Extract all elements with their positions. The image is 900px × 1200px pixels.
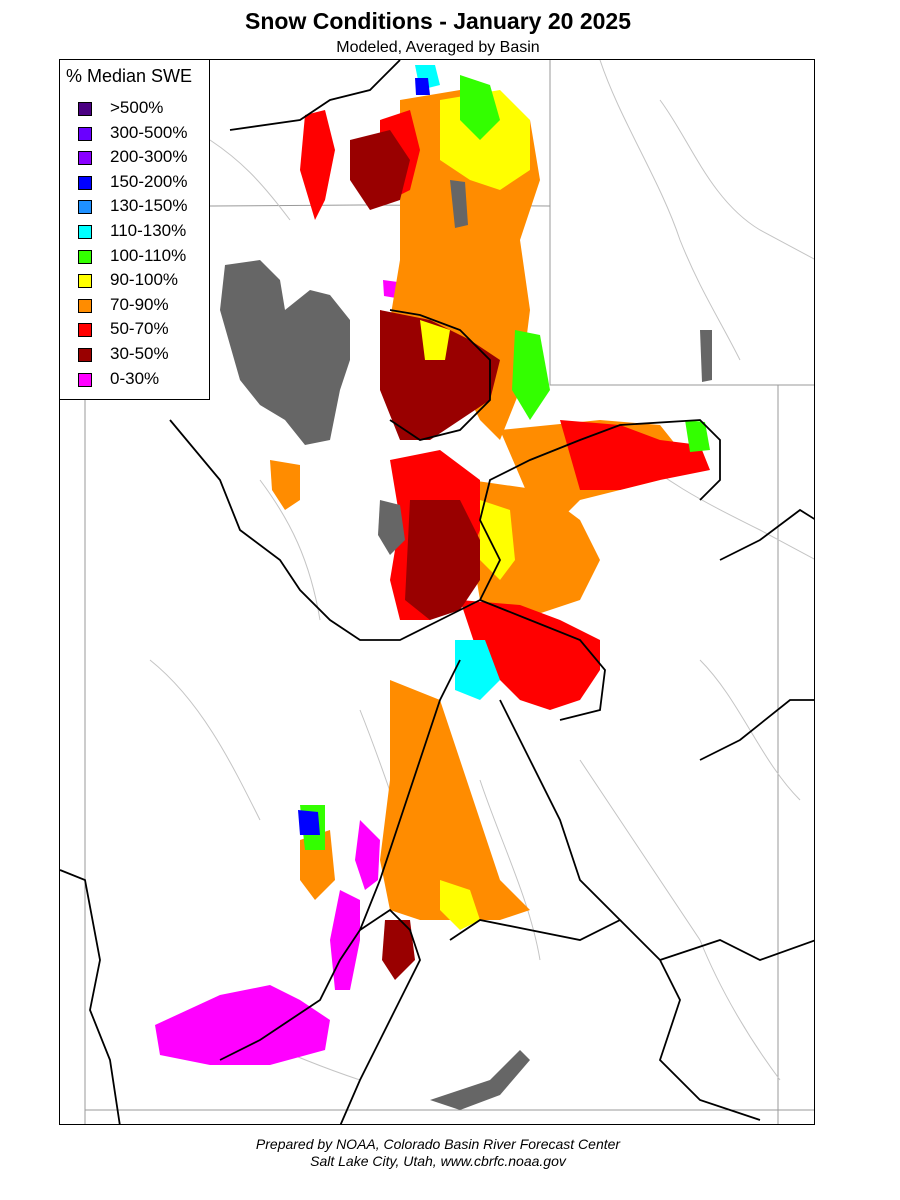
legend-swatch [78, 348, 92, 362]
legend-swatch [78, 102, 92, 116]
region-90-100-pct [480, 500, 515, 580]
legend-label: 300-500% [110, 122, 188, 142]
map-panel [59, 59, 815, 1125]
utah-lake [378, 500, 405, 555]
lake-powell [430, 1050, 530, 1110]
region-150-200-pct [298, 810, 320, 835]
region-90-100-pct [440, 880, 480, 930]
great-salt-lake [220, 260, 350, 445]
region-100-110-pct [685, 420, 710, 452]
legend: % Median SWE >500% 300-500% 200-300% 150-20… [59, 59, 210, 400]
region-30-50-pct [380, 310, 500, 440]
legend-title: % Median SWE [66, 66, 193, 86]
legend-label: 70-90% [110, 294, 169, 314]
legend-label: 30-50% [110, 344, 169, 363]
region-70-90-pct [380, 680, 530, 920]
region-50-70-pct [300, 110, 335, 220]
legend-swatch [78, 323, 92, 338]
region-100-110-pct [460, 75, 500, 140]
legend-label: 110-130% [110, 221, 187, 240]
legend-item: 150-200% [78, 172, 208, 196]
legend-item: 90-100% [78, 270, 208, 294]
legend-label: 200-300% [110, 147, 188, 167]
region-30-50-pct [405, 500, 480, 620]
region-30-50-pct [350, 130, 410, 210]
region-50-70-pct [460, 600, 600, 710]
region-100-110-pct [512, 330, 550, 420]
legend-item: 110-130% [78, 221, 208, 245]
legend-label: 100-110% [110, 245, 187, 265]
legend-item: >500% [78, 98, 208, 122]
legend-label: 150-200% [110, 171, 188, 191]
snow-regions [155, 65, 710, 1065]
legend-swatch [78, 126, 92, 141]
legend-item: 50-70% [78, 319, 208, 343]
legend-item: 0-30% [78, 369, 208, 393]
region-0-30-pct [383, 280, 398, 298]
region-0-30-pct [330, 890, 360, 990]
water-bodies [220, 180, 712, 1110]
flaming-gorge-reservoir [700, 330, 712, 382]
legend-item: 130-150% [78, 196, 208, 220]
legend-swatch [78, 249, 92, 264]
basin-borders [60, 60, 814, 1124]
footer-credit: Prepared by NOAA, Colorado Basin River F… [255, 1136, 621, 1152]
region-50-70-pct [560, 420, 710, 490]
legend-label: 0-30% [110, 368, 160, 388]
region-0-30-pct [155, 985, 330, 1065]
region-90-100-pct [420, 320, 450, 360]
legend-item: 70-90% [78, 295, 208, 319]
region-30-50-pct [382, 920, 415, 980]
rivers [149, 60, 814, 1081]
map-subtitle: Modeled, Averaged by Basin [336, 39, 540, 56]
legend-swatch [78, 372, 92, 387]
bear-lake [450, 180, 468, 228]
legend-label: >500% [110, 98, 164, 117]
legend-label: 50-70% [110, 319, 169, 339]
region-110-130-pct [455, 640, 500, 700]
legend-item: 30-50% [78, 344, 208, 368]
legend-swatch [78, 175, 92, 190]
legend-swatch [78, 274, 92, 289]
region-70-90-pct [270, 460, 300, 510]
footer-location: Salt Lake City, Utah, www.cbrfc.noaa.gov [310, 1153, 566, 1169]
legend-label: 130-150% [110, 196, 188, 216]
state-border-wyoming-utah-east [549, 60, 814, 386]
region-150-200-pct [415, 78, 430, 95]
legend-item: 300-500% [78, 123, 208, 147]
legend-swatch [78, 151, 92, 166]
legend-item: 200-300% [78, 147, 208, 171]
legend-swatch [78, 200, 92, 215]
region-0-30-pct [355, 820, 380, 890]
legend-item: 100-110% [78, 246, 208, 270]
map-title: Snow Conditions - January 20 2025 [245, 8, 631, 34]
legend-label: 90-100% [110, 270, 179, 290]
legend-swatch [78, 298, 92, 313]
legend-swatch [78, 225, 92, 239]
snow-map [60, 60, 814, 1124]
